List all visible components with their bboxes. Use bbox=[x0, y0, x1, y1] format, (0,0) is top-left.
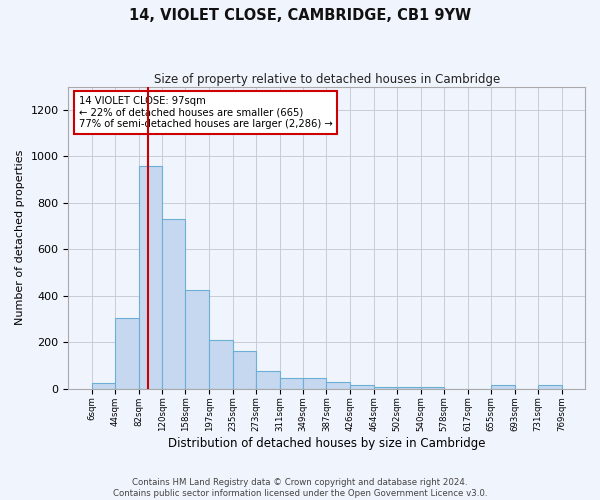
Bar bbox=[350, 384, 374, 389]
Bar bbox=[162, 219, 185, 389]
Bar bbox=[209, 340, 233, 389]
Bar bbox=[92, 383, 115, 389]
Text: 14 VIOLET CLOSE: 97sqm
← 22% of detached houses are smaller (665)
77% of semi-de: 14 VIOLET CLOSE: 97sqm ← 22% of detached… bbox=[79, 96, 332, 129]
Bar bbox=[397, 386, 421, 389]
Bar bbox=[115, 318, 139, 389]
Y-axis label: Number of detached properties: Number of detached properties bbox=[15, 150, 25, 326]
Bar bbox=[374, 386, 397, 389]
Bar bbox=[491, 386, 515, 389]
Bar bbox=[538, 386, 562, 389]
Bar bbox=[280, 378, 303, 389]
Text: 14, VIOLET CLOSE, CAMBRIDGE, CB1 9YW: 14, VIOLET CLOSE, CAMBRIDGE, CB1 9YW bbox=[129, 8, 471, 22]
Bar bbox=[256, 372, 280, 389]
Bar bbox=[326, 382, 350, 389]
Bar bbox=[139, 166, 162, 389]
X-axis label: Distribution of detached houses by size in Cambridge: Distribution of detached houses by size … bbox=[168, 437, 485, 450]
Bar bbox=[233, 350, 256, 389]
Bar bbox=[303, 378, 326, 389]
Text: Contains HM Land Registry data © Crown copyright and database right 2024.
Contai: Contains HM Land Registry data © Crown c… bbox=[113, 478, 487, 498]
Bar bbox=[185, 290, 209, 389]
Title: Size of property relative to detached houses in Cambridge: Size of property relative to detached ho… bbox=[154, 72, 500, 86]
Bar bbox=[421, 386, 444, 389]
